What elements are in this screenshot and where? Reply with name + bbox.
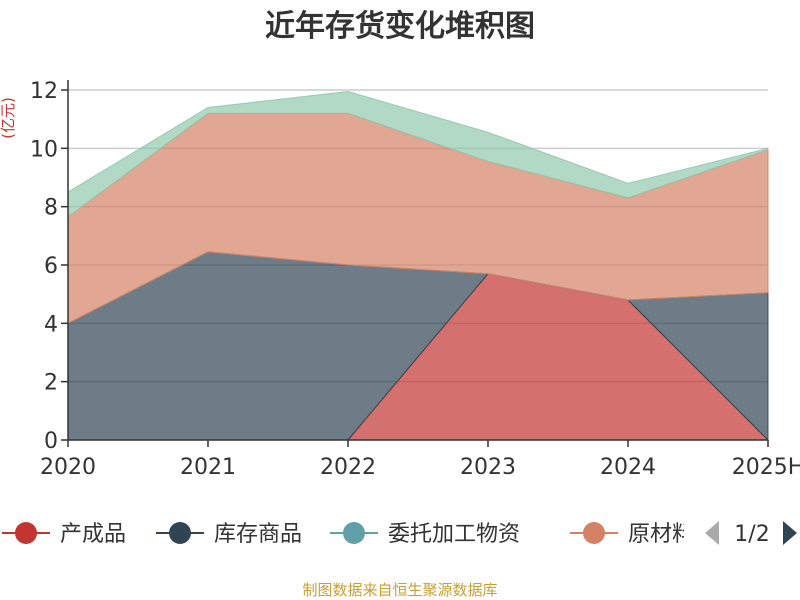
chart-title: 近年存货变化堆积图 — [265, 9, 535, 44]
legend-marker-icon — [15, 522, 37, 544]
data-source-note: 制图数据来自恒生聚源数据库 — [302, 581, 497, 599]
x-tick-label: 2022 — [320, 455, 376, 480]
legend-item-原材料[interactable]: 原材料 — [570, 522, 694, 547]
area-其他 — [67, 90, 769, 218]
x-tick-label: 2020 — [40, 455, 96, 480]
axes: 0 2 4 6 8 10 12 2020 2021 2022 2023 2024 2025H — [30, 79, 800, 480]
legend-label: 库存商品 — [214, 522, 302, 547]
legend-next-icon[interactable] — [783, 521, 797, 545]
y-tick-label: 6 — [44, 254, 58, 279]
y-axis-unit: (亿元) — [0, 97, 17, 139]
legend-label: 委托加工物资 — [388, 522, 520, 547]
legend-pager: 1/2 — [705, 521, 797, 547]
y-tick-label: 8 — [44, 196, 58, 221]
y-tick-label: 2 — [44, 371, 58, 396]
legend-label: 产成品 — [60, 522, 126, 547]
legend-prev-icon[interactable] — [705, 521, 719, 545]
legend-page-indicator: 1/2 — [734, 522, 769, 547]
y-tick-label: 0 — [44, 429, 58, 454]
x-tick-label: 2025H — [732, 455, 800, 480]
area-series — [67, 90, 770, 442]
legend-item-库存商品[interactable]: 库存商品 — [156, 522, 302, 547]
x-tick-label: 2024 — [600, 455, 656, 480]
legend-marker-icon — [169, 522, 191, 544]
x-tick-label: 2021 — [180, 455, 236, 480]
legend-marker-icon — [583, 522, 605, 544]
y-tick-label: 10 — [30, 137, 58, 162]
legend-label: 原材料 — [628, 522, 694, 547]
y-tick-label: 12 — [30, 79, 58, 104]
x-tick-label: 2023 — [460, 455, 516, 480]
y-tick-label: 4 — [44, 312, 58, 337]
legend: 产成品 库存商品 委托加工物资 原材料 — [2, 522, 694, 547]
legend-item-产成品[interactable]: 产成品 — [2, 522, 126, 547]
legend-marker-icon — [343, 522, 365, 544]
legend-item-委托加工物资[interactable]: 委托加工物资 — [330, 522, 520, 547]
